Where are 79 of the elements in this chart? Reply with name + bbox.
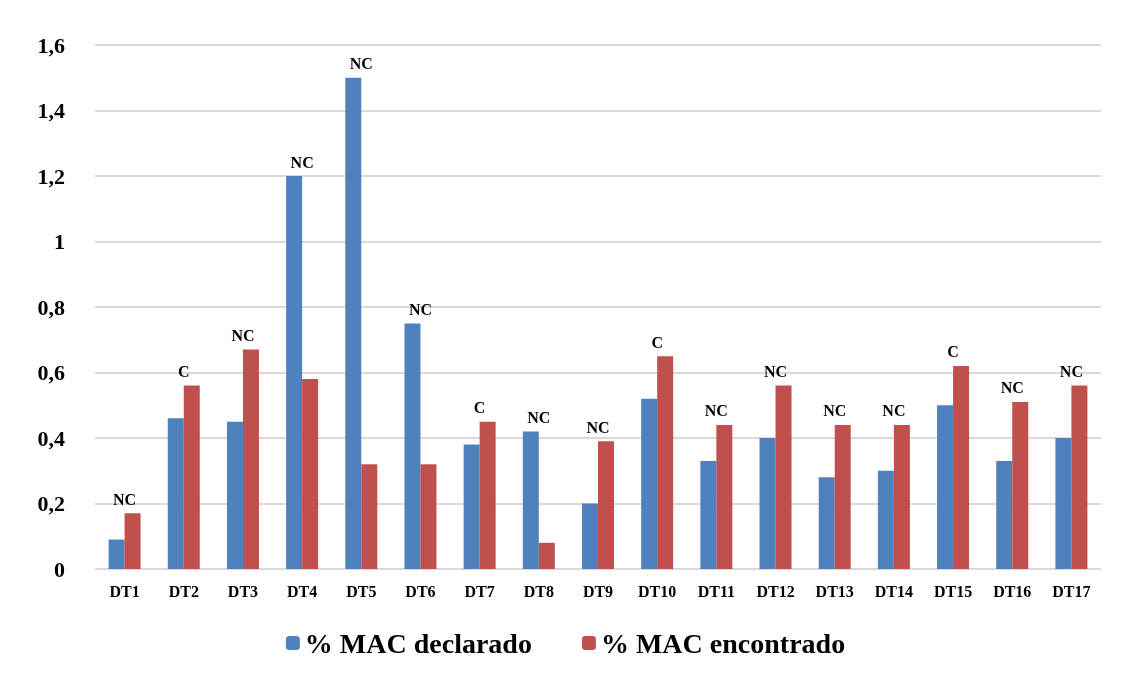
- bar: [124, 513, 141, 569]
- bar: [1071, 385, 1088, 569]
- bar: [108, 539, 125, 569]
- bar: [1055, 438, 1072, 569]
- annotation: NC: [1059, 363, 1083, 381]
- annotation: NC: [763, 363, 788, 381]
- x-tick-label: DT13: [815, 582, 854, 600]
- bar: [345, 77, 362, 569]
- bar: [877, 470, 894, 569]
- x-tick-label: DT5: [346, 582, 377, 600]
- legend-label: % MAC encontrado: [600, 627, 846, 659]
- annotation: C: [947, 343, 959, 361]
- y-tick-label: 1: [54, 229, 65, 254]
- y-tick-label: 0,2: [37, 491, 65, 516]
- bar: [167, 418, 184, 569]
- annotation: NC: [113, 490, 137, 508]
- bar: [582, 503, 598, 569]
- annotation: NC: [1000, 379, 1024, 397]
- annotation: C: [473, 399, 486, 417]
- bar: [286, 176, 303, 569]
- annotation: C: [651, 333, 663, 351]
- bar: [538, 542, 555, 569]
- bar: [700, 460, 717, 569]
- annotation: NC: [349, 55, 373, 73]
- bar: [759, 438, 776, 569]
- x-tick-label: DT15: [933, 582, 973, 600]
- x-tick-label: DT1: [109, 582, 140, 600]
- bar: [522, 431, 539, 569]
- annotation: NC: [704, 402, 728, 420]
- annotation: NC: [231, 327, 255, 345]
- annotation: C: [177, 363, 190, 381]
- annotation: NC: [823, 402, 847, 420]
- x-tick-label: DT7: [464, 582, 495, 600]
- bar: [1012, 401, 1029, 569]
- legend-label: % MAC declarado: [304, 627, 532, 659]
- bar: [226, 421, 243, 569]
- x-tick-label: DT16: [993, 582, 1032, 600]
- x-tick-label: DT4: [287, 582, 318, 600]
- bar: [361, 464, 378, 569]
- y-tick-label: 0,8: [37, 294, 65, 320]
- x-tick-label: DT9: [582, 582, 614, 600]
- y-tick-label: 0,6: [37, 360, 65, 385]
- bar: [834, 424, 851, 569]
- annotation: NC: [586, 418, 610, 436]
- bar: [479, 421, 496, 569]
- annotation: NC: [408, 300, 433, 318]
- bar: [302, 379, 319, 569]
- y-tick-label: 1,6: [37, 32, 65, 58]
- bar: [183, 385, 200, 569]
- x-tick-label: DT11: [697, 582, 736, 600]
- bar: [716, 424, 733, 569]
- bar: [404, 323, 421, 569]
- x-tick-label: DT2: [168, 582, 199, 600]
- y-tick-label: 1,2: [37, 163, 65, 189]
- y-tick-label: 0: [54, 556, 65, 582]
- annotation: NC: [527, 408, 551, 426]
- bar: [953, 365, 970, 569]
- x-tick-label: DT17: [1052, 582, 1091, 600]
- bar: [641, 398, 658, 569]
- bar: [937, 405, 954, 569]
- y-tick-label: 0,4: [37, 425, 65, 451]
- x-tick-label: DT14: [874, 582, 913, 600]
- bar: [893, 424, 910, 569]
- bar: [818, 477, 835, 569]
- bar: [657, 356, 674, 569]
- annotation: NC: [290, 153, 314, 171]
- bar: [775, 385, 792, 569]
- y-tick-label: 1,4: [37, 98, 65, 123]
- x-tick-label: DT3: [227, 582, 259, 600]
- bar: [242, 349, 259, 569]
- x-tick-label: DT8: [523, 582, 554, 600]
- annotation: NC: [882, 402, 906, 420]
- x-tick-label: DT12: [756, 582, 795, 600]
- x-tick-label: DT6: [405, 582, 436, 600]
- bar: [598, 441, 614, 569]
- x-tick-label: DT10: [638, 582, 677, 600]
- bar: [420, 464, 437, 569]
- bar: [463, 444, 480, 569]
- bar: [996, 460, 1013, 569]
